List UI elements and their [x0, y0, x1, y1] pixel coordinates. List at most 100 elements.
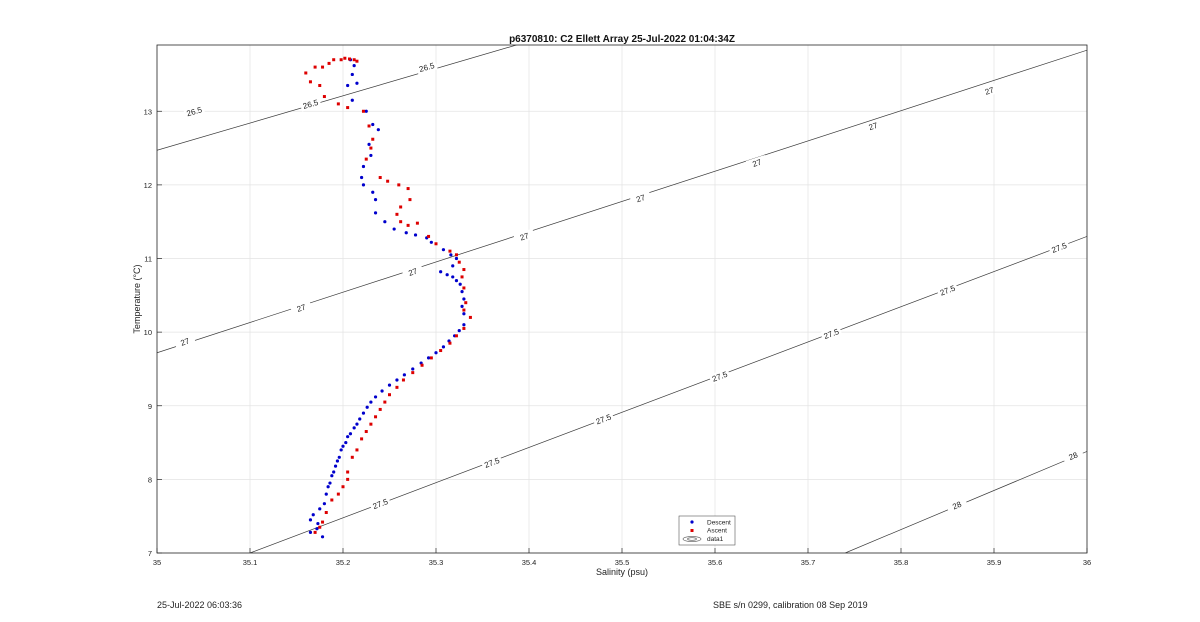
ascent-point [411, 371, 415, 375]
descent-point [383, 220, 387, 224]
descent-point [364, 109, 368, 113]
ascent-point [346, 470, 350, 474]
x-tick-label: 35.4 [522, 558, 537, 567]
descent-point [439, 270, 443, 274]
descent-point [333, 464, 338, 468]
ascent-point [364, 430, 368, 434]
descent-point [315, 527, 319, 531]
ascent-point [378, 176, 382, 180]
descent-point [337, 455, 341, 459]
isopycnal-label-mask [708, 368, 731, 385]
ascent-point [304, 71, 308, 75]
y-axis-ticks: 7 8 9 10 11 12 13 [144, 107, 162, 558]
ascent-point [457, 260, 461, 264]
ascent-point [318, 525, 322, 529]
isopycnal-line [157, 45, 518, 151]
ascent-point [374, 415, 378, 419]
x-tick-label: 35.9 [987, 558, 1002, 567]
ascent-point [427, 234, 431, 238]
legend-marker-data1-inner [687, 537, 697, 541]
y-tick-label: 7 [148, 549, 152, 558]
descent-point [361, 164, 366, 169]
y-tick-label: 12 [144, 181, 152, 190]
descent-point [373, 395, 378, 399]
isopycnal-label: 27 [635, 193, 647, 204]
descent-point [308, 530, 313, 534]
ascent-point [308, 80, 312, 84]
ascent-point [330, 498, 334, 502]
ascent-point [439, 349, 443, 353]
ascent-point [360, 437, 364, 441]
descent-point [451, 275, 455, 279]
x-tick-label: 35.1 [243, 558, 258, 567]
descent-point [441, 248, 446, 252]
x-tick-label: 35.3 [429, 558, 444, 567]
descent-point [361, 183, 366, 187]
ascent-point [322, 95, 326, 99]
isopycnal-label-mask [862, 118, 885, 134]
footer-timestamp: 25-Jul-2022 06:03:36 [157, 600, 243, 610]
isopycnal-label: 27 [407, 266, 419, 277]
descent-point [352, 64, 356, 68]
ascent-point [420, 363, 424, 367]
descent-point [373, 211, 378, 215]
descent-point [316, 521, 320, 526]
descent-point [402, 373, 406, 377]
descent-point [346, 435, 350, 439]
isopycnal-label-mask [936, 281, 959, 299]
ascent-point [378, 407, 382, 411]
chart-title: p6370810: C2 Ellett Array 25-Jul-2022 01… [509, 34, 735, 45]
descent-point [360, 175, 364, 180]
descent-point [350, 72, 354, 77]
footer-calibration: SBE s/n 0299, calibration 08 Sep 2019 [713, 600, 868, 610]
ascent-point [321, 520, 325, 524]
ascent-point [369, 422, 373, 426]
ascent-point [321, 65, 325, 69]
x-tick-label: 35.2 [336, 558, 351, 567]
ascent-point [448, 341, 452, 345]
ascent-point [313, 530, 317, 534]
ascent-point [399, 205, 403, 209]
descent-point [369, 153, 373, 158]
ascent-point [397, 183, 401, 187]
isopycnal-label: 26.5 [418, 61, 436, 74]
ascent-point [324, 511, 328, 515]
legend-marker-ascent [690, 529, 694, 532]
y-tick-label: 8 [148, 475, 152, 484]
ascent-point [408, 198, 412, 202]
descent-point [344, 440, 348, 445]
isopycnal-label-mask [945, 496, 968, 514]
descent-point [346, 83, 350, 88]
descent-point [330, 474, 334, 478]
ascent-point [369, 146, 373, 150]
ascent-point [364, 157, 368, 161]
descent-point [462, 312, 466, 316]
descent-point [352, 426, 356, 430]
ascent-point [460, 275, 464, 279]
descent-point [339, 448, 343, 452]
isopycnal-label: 26.5 [302, 98, 320, 111]
ascent-point [429, 356, 433, 360]
isopycnal-label-mask [513, 228, 536, 245]
ascent-point [346, 477, 350, 481]
descent-point [451, 264, 455, 268]
ascent-point [406, 187, 410, 191]
isopycnal-label-mask [629, 190, 652, 206]
descent-point [326, 485, 330, 489]
ascent-point [339, 58, 343, 62]
descent-point [387, 383, 392, 387]
isopycnal-label-mask [369, 495, 392, 512]
ascent-point [371, 137, 375, 141]
descent-point [460, 290, 464, 294]
descent-point [376, 128, 380, 132]
x-tick-label: 35 [153, 558, 161, 567]
isopycnal-label: 27 [984, 85, 996, 96]
isopycnal-label: 26.5 [186, 105, 204, 118]
ascent-point [462, 326, 466, 330]
descent-point [462, 297, 466, 301]
descent-point [371, 122, 375, 127]
legend-label-descent: Descent [707, 520, 731, 527]
ascent-point [327, 61, 331, 65]
ascent-point [462, 308, 466, 312]
